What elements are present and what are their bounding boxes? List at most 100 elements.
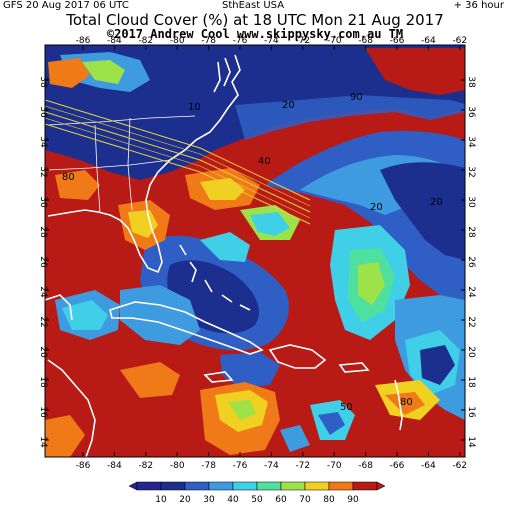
cloud-east-lime: [358, 262, 385, 305]
colorbar-swatch: [232, 481, 258, 491]
lon-tick-label-bottom: -76: [233, 461, 248, 471]
lat-tick-label-left: 34: [38, 136, 48, 148]
lon-tick-label-bottom: -80: [170, 461, 185, 471]
cloud-east-orange: [385, 392, 425, 415]
lon-tick-label-bottom: -68: [358, 461, 373, 471]
cloud-north-coast-green: [82, 60, 125, 84]
cloud-bahamas-teal: [200, 232, 250, 262]
svg-text:20: 20: [282, 100, 295, 111]
cloud-central-teal: [250, 212, 290, 236]
lat-tick-label-right: 36: [466, 106, 476, 118]
cloud-southwest-orange: [45, 415, 85, 457]
colorbar-swatch: [256, 481, 282, 491]
cloud-south-orange-2: [120, 362, 180, 398]
colorbar-swatch: [352, 481, 378, 491]
lat-tick-label-left: 30: [38, 196, 48, 208]
lon-tick-label-top: -72: [295, 36, 310, 46]
cloud-gulf-teal: [62, 300, 108, 330]
lon-tick-label-bottom: -64: [421, 461, 436, 471]
header-bar: GFS 20 Aug 2017 06 UTC SthEast USA + 36 …: [0, 0, 510, 13]
lon-tick-label-bottom: -78: [201, 461, 216, 471]
colorbar-label: 60: [275, 495, 287, 505]
lat-tick-label-right: 34: [466, 136, 476, 148]
colorbar-label: 40: [227, 495, 239, 505]
colorbar-label: 80: [323, 495, 335, 505]
axis-ticks: -86 -86 -84 -84 -82 -82 -80 -80 -78 -78 -76 -76 -74 -…: [38, 36, 476, 471]
lat-tick-label-left: 16: [38, 406, 48, 418]
svg-text:20: 20: [430, 197, 443, 208]
colorbar-label: 10: [155, 495, 167, 505]
model-run-label: GFS 20 Aug 2017 06 UTC: [3, 0, 129, 11]
lon-tick-label-top: -84: [107, 36, 122, 46]
lon-tick-label-bottom: -66: [390, 461, 405, 471]
cloud-florida-yellow: [128, 210, 158, 238]
lon-tick-label-bottom: -72: [295, 461, 310, 471]
lat-tick-label-left: 14: [38, 436, 48, 448]
cloud-arc-east-deep: [380, 162, 465, 260]
lon-tick-label-top: -76: [233, 36, 248, 46]
lon-tick-label-bottom: -62: [452, 461, 467, 471]
cloud-mid-north-band: [235, 95, 465, 140]
lat-tick-label-left: 24: [38, 286, 48, 298]
cloud-ne-red: [365, 48, 465, 95]
map-title: Total Cloud Cover (%) at 18 UTC Mon 21 A…: [66, 11, 444, 29]
lat-tick-label-right: 28: [466, 226, 476, 238]
lat-tick-label-right: 22: [466, 316, 476, 327]
colorbar-swatch: [304, 481, 330, 491]
lon-tick-label-top: -74: [264, 36, 279, 46]
lon-tick-label-top: -66: [390, 36, 405, 46]
colorbar-swatch: [184, 481, 210, 491]
lat-tick-label-left: 22: [38, 316, 48, 327]
svg-text:50: 50: [340, 402, 353, 413]
eclipse-track: [45, 99, 311, 225]
colorbar-label: 30: [203, 495, 215, 505]
contour-labels: 90 20 10 40 20 20 80 80 50: [62, 92, 443, 413]
svg-text:80: 80: [400, 397, 413, 408]
copyright-credit: ©2017 Andrew Cool www.skippysky.com.au T…: [106, 27, 404, 41]
lon-tick-label-top: -70: [327, 36, 342, 46]
lat-tick-label-right: 24: [466, 286, 476, 298]
cloud-gulf-orange: [55, 170, 100, 200]
lat-tick-label-left: 18: [38, 376, 48, 388]
colorbar-swatch: [328, 481, 354, 491]
cloud-south-blue-2: [280, 425, 310, 452]
lat-tick-label-right: 26: [466, 256, 476, 268]
lat-tick-label-right: 32: [466, 166, 476, 177]
colorbar-swatch: [280, 481, 306, 491]
lon-tick-label-top: -68: [358, 36, 373, 46]
lon-tick-label-top: -64: [421, 36, 436, 46]
lat-tick-label-right: 30: [466, 196, 476, 208]
lat-tick-label-right: 18: [466, 376, 476, 388]
lon-tick-label-top: -78: [201, 36, 216, 46]
lat-tick-label-left: 38: [38, 76, 48, 88]
lat-tick-label-left: 26: [38, 256, 48, 268]
cloud-east-deep-2: [420, 345, 455, 385]
lat-tick-label-left: 32: [38, 166, 48, 177]
lat-tick-label-right: 38: [466, 76, 476, 88]
colorbar-swatch: [136, 481, 162, 491]
colorbar-swatch: [160, 481, 186, 491]
lat-tick-label-left: 36: [38, 106, 48, 118]
colorbar-label: 50: [251, 495, 263, 505]
svg-text:80: 80: [62, 172, 75, 183]
lon-tick-label-top: -62: [452, 36, 467, 46]
svg-text:40: 40: [258, 156, 271, 167]
coastlines: [45, 54, 403, 457]
lon-tick-label-bottom: -74: [264, 461, 279, 471]
svg-text:20: 20: [370, 202, 383, 213]
cloud-field: 90 20 10 40 20 20 80 80 50: [45, 45, 465, 457]
colorbar-swatch: [208, 481, 234, 491]
lon-tick-label-top: -86: [76, 36, 91, 46]
cloud-north-orange: [48, 58, 90, 88]
cloud-south-blue: [318, 412, 345, 435]
svg-text:10: 10: [188, 102, 201, 113]
colorbar: 10 20 30 40 50 60 70 80 90: [128, 481, 386, 505]
colorbar-label: 90: [347, 495, 359, 505]
cloud-south-lime: [228, 400, 256, 420]
lon-tick-label-bottom: -70: [327, 461, 342, 471]
lat-tick-label-right: 16: [466, 406, 476, 418]
lat-tick-label-right: 20: [466, 346, 476, 358]
cloud-caribbean-blue: [220, 352, 280, 388]
lon-tick-label-top: -82: [138, 36, 153, 46]
lat-tick-label-left: 28: [38, 226, 48, 238]
